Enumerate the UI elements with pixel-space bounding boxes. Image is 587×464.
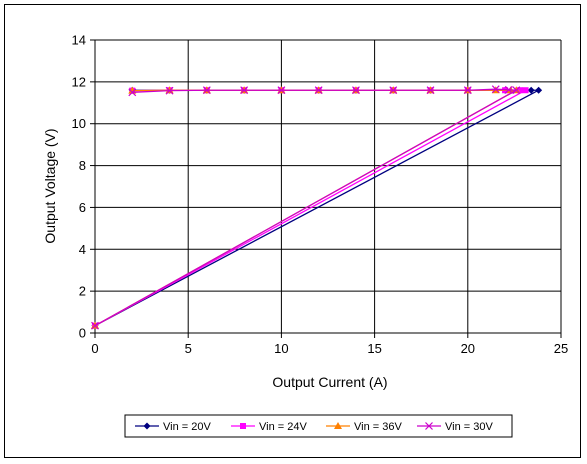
data-point <box>516 87 523 94</box>
legend-label: Vin = 20V <box>163 421 211 433</box>
x-marker-stroke <box>277 86 286 95</box>
legend-label: Vin = 24V <box>259 421 307 433</box>
data-point <box>277 86 286 95</box>
x-marker-stroke <box>491 85 500 94</box>
data-point <box>463 86 472 95</box>
x-marker-stroke <box>128 88 137 97</box>
data-point <box>426 86 435 95</box>
data-point <box>491 85 500 94</box>
x-marker-stroke <box>463 86 472 95</box>
y-tick-label: 8 <box>79 158 86 173</box>
data-point <box>165 86 174 94</box>
data-point <box>314 86 323 95</box>
data-point <box>240 86 249 95</box>
x-tick-label: 10 <box>274 341 288 356</box>
data-point <box>165 86 174 95</box>
series-line <box>94 89 526 327</box>
legend-item: Vin = 20V <box>135 421 211 433</box>
y-tick-label: 10 <box>72 116 86 131</box>
data-point <box>522 87 529 94</box>
data-point <box>512 86 521 95</box>
data-point <box>91 321 99 330</box>
x-marker-stroke <box>352 86 360 95</box>
x-tick-label: 25 <box>554 341 568 356</box>
y-axis-label: Output Voltage (V) <box>42 128 58 243</box>
legend-item: Vin = 24V <box>231 421 307 433</box>
gridlines <box>95 39 562 333</box>
x-marker-stroke <box>202 86 211 95</box>
legend-swatch-marker <box>334 422 342 429</box>
x-marker-stroke <box>314 86 323 95</box>
y-tick-label: 12 <box>72 74 86 89</box>
x-tick-label: 5 <box>185 341 192 356</box>
y-tick-label: 0 <box>79 326 86 341</box>
series-line <box>94 88 519 327</box>
legend-label: Vin = 30V <box>445 421 493 433</box>
series-line <box>94 89 539 327</box>
series-1 <box>91 86 543 330</box>
data-point <box>352 86 360 95</box>
x-marker-stroke <box>165 86 174 95</box>
x-tick-label: 20 <box>461 341 475 356</box>
y-tick-label: 4 <box>79 242 86 257</box>
x-marker-stroke <box>389 86 398 95</box>
x-marker-stroke <box>512 86 521 95</box>
x-marker-stroke <box>426 86 435 95</box>
series-group <box>91 85 543 330</box>
x-marker-stroke <box>240 86 249 95</box>
data-point <box>527 86 535 94</box>
data-point <box>389 86 398 95</box>
y-tick-label: 6 <box>79 200 86 215</box>
legend-box <box>124 414 513 438</box>
legend-item: Vin = 30V <box>417 421 493 433</box>
x-marker-stroke <box>425 422 433 430</box>
x-marker-stroke <box>91 321 99 330</box>
x-tick-label: 15 <box>367 341 381 356</box>
tick-labels: 0 5 10 15 20 25 0 2 4 6 8 10 12 14 <box>72 33 569 357</box>
legend-swatch-marker <box>240 423 246 429</box>
y-tick-label: 14 <box>72 33 86 48</box>
legend-swatch-marker <box>425 422 433 430</box>
legend-label: Vin = 36V <box>354 421 402 433</box>
chart-frame: 0 5 10 15 20 25 0 2 4 6 8 10 12 14 Output Current (A)… <box>4 4 581 458</box>
data-point <box>504 85 513 94</box>
data-point <box>535 86 543 94</box>
legend: Vin = 20V Vin = 24V Vin = 36V Vin = 30V <box>124 414 513 438</box>
y-tick-label: 2 <box>79 284 86 299</box>
legend-swatch-marker <box>143 422 151 430</box>
x-tick-label: 0 <box>91 341 98 356</box>
line-chart: 0 5 10 15 20 25 0 2 4 6 8 10 12 14 Output Current (A)… <box>42 33 569 438</box>
data-point <box>128 88 137 97</box>
data-point <box>202 86 211 95</box>
x-marker-stroke <box>504 85 513 94</box>
legend-item: Vin = 36V <box>326 421 402 433</box>
x-axis-label: Output Current (A) <box>272 374 387 390</box>
axes <box>90 39 562 338</box>
series-4 <box>91 85 521 330</box>
